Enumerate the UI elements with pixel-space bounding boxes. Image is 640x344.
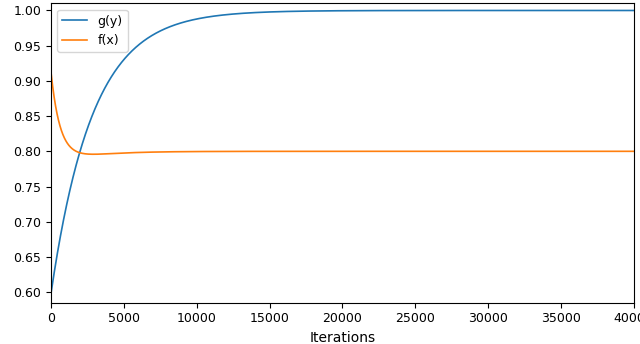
Legend: g(y), f(x): g(y), f(x) bbox=[58, 10, 127, 52]
f(x) bbox=[561, 149, 569, 153]
f(x) bbox=[208, 149, 216, 153]
g(y) bbox=[208, 14, 216, 19]
f(x) bbox=[270, 149, 278, 153]
f(x) bbox=[194, 150, 202, 154]
f(x) bbox=[541, 149, 548, 153]
X-axis label: Iterations: Iterations bbox=[309, 331, 376, 344]
f(x) bbox=[630, 149, 637, 153]
g(y) bbox=[47, 290, 55, 294]
f(x) bbox=[90, 152, 97, 156]
g(y) bbox=[534, 8, 542, 12]
g(y) bbox=[630, 8, 637, 12]
Line: g(y): g(y) bbox=[51, 10, 634, 292]
f(x) bbox=[47, 72, 55, 76]
g(y) bbox=[194, 17, 202, 21]
f(x) bbox=[534, 149, 542, 153]
Line: f(x): f(x) bbox=[51, 74, 634, 154]
g(y) bbox=[270, 10, 278, 14]
g(y) bbox=[561, 8, 568, 12]
g(y) bbox=[541, 8, 548, 12]
